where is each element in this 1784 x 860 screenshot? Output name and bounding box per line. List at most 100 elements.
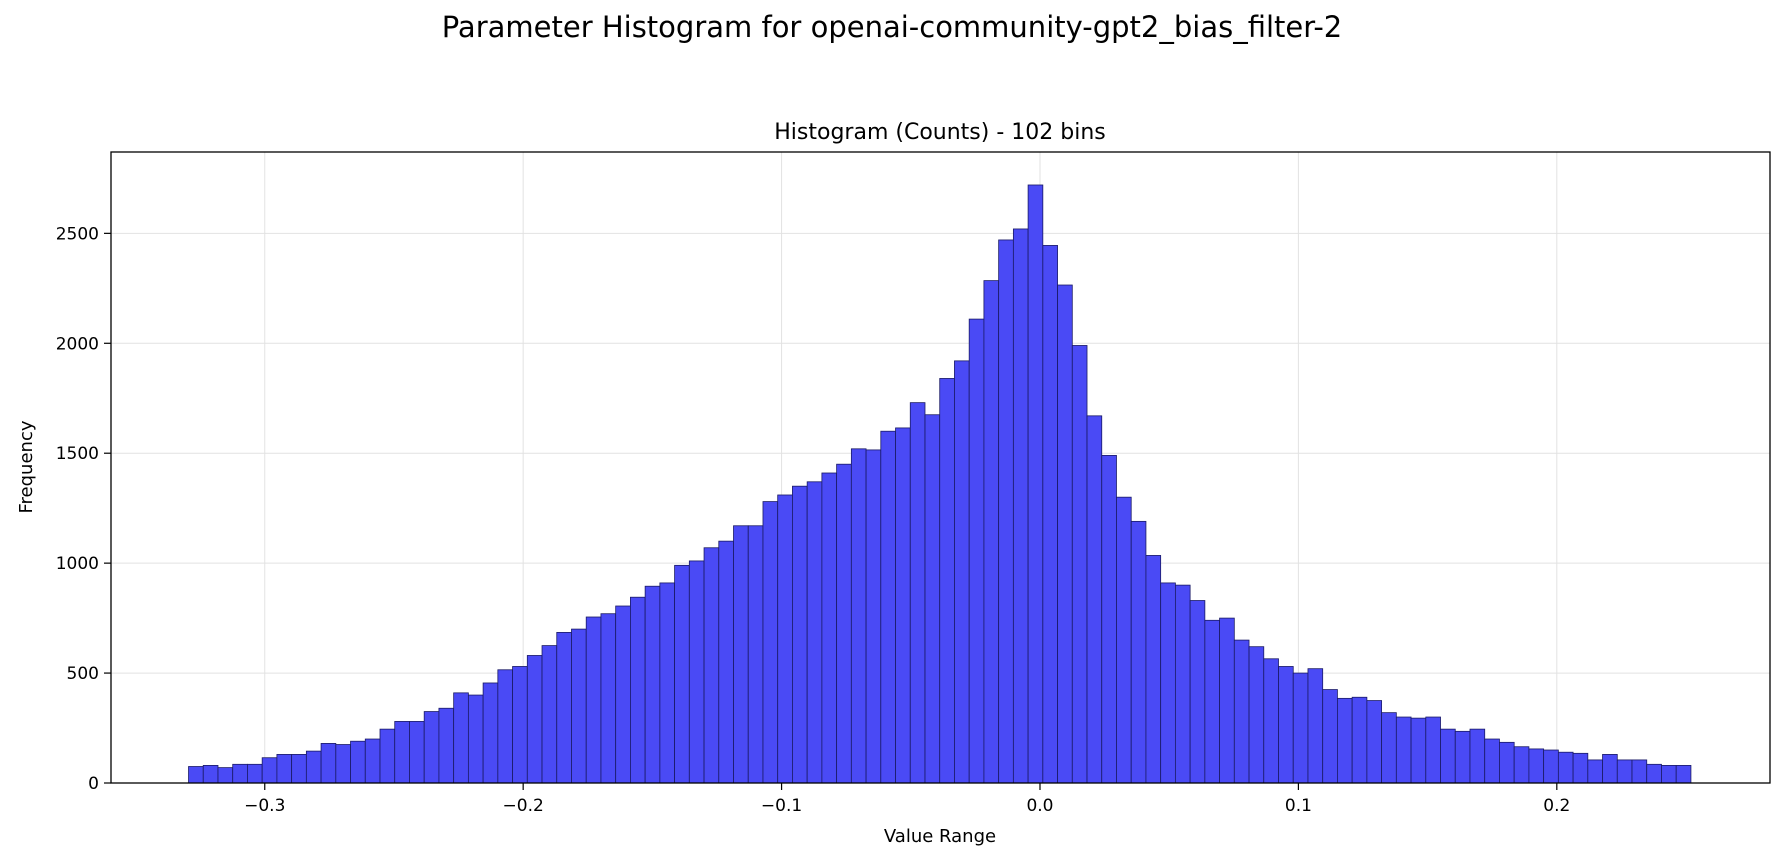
histogram-bar — [1189, 600, 1206, 784]
histogram-bar — [423, 711, 440, 784]
histogram-bar — [467, 694, 484, 784]
histogram-bar — [541, 645, 558, 784]
histogram-bar — [1292, 672, 1309, 784]
histogram-bar — [1130, 520, 1147, 784]
histogram-bar — [1484, 738, 1500, 784]
y-axis-label: Frequency — [16, 420, 37, 513]
histogram-bar — [1616, 759, 1633, 784]
histogram-bar — [438, 707, 455, 784]
histogram-bar — [762, 501, 779, 784]
histogram-bar — [1263, 658, 1279, 784]
histogram-bar — [202, 765, 219, 784]
y-tick-label: 1500 — [56, 444, 99, 464]
histogram-bar — [821, 472, 838, 784]
x-tick-label: 0.2 — [1543, 796, 1570, 816]
histogram-bar — [1057, 284, 1073, 784]
histogram-bar — [1012, 228, 1029, 784]
histogram-bar — [482, 682, 499, 784]
ticks-layer: −0.3 −0.2 −0.1 0.0 0.1 0.2 0 500 1000 1500 2000 250… — [56, 224, 1571, 816]
histogram-bar — [350, 740, 366, 784]
histogram-bar — [1572, 752, 1589, 784]
histogram-bar — [777, 494, 793, 784]
x-tick-label: 0.0 — [1026, 796, 1053, 816]
histogram-bar — [1454, 730, 1471, 784]
histogram-bar — [1557, 751, 1574, 784]
histogram-bar — [674, 564, 690, 784]
histogram-bar — [1042, 245, 1058, 784]
histogram-bar — [659, 582, 675, 784]
histogram-bar — [497, 669, 513, 784]
histogram-bar — [615, 605, 631, 784]
histogram-bar — [1528, 748, 1545, 784]
histogram-bar — [276, 754, 293, 784]
y-tick-label: 1000 — [56, 554, 99, 574]
histogram-bar — [1071, 345, 1088, 784]
histogram-bar — [1440, 728, 1456, 784]
histogram-bar — [850, 448, 867, 784]
histogram-bar — [924, 414, 941, 784]
histogram-bar — [217, 767, 234, 784]
histogram-bar — [1307, 668, 1324, 784]
histogram-bar — [1145, 555, 1162, 784]
histogram-bar — [1646, 763, 1662, 784]
histogram-bar — [556, 631, 572, 784]
histogram-bar — [1499, 741, 1515, 784]
histogram-bar — [526, 655, 543, 784]
histogram-bar — [630, 596, 646, 784]
x-tick-label: −0.2 — [503, 796, 544, 816]
histogram-bar — [1469, 728, 1486, 784]
histogram-bar — [880, 430, 896, 784]
histogram-bar — [512, 666, 528, 784]
histogram-bar — [291, 754, 307, 784]
histogram-bar — [806, 481, 823, 784]
chart-title: Histogram (Counts) - 102 bins — [774, 120, 1105, 145]
histogram-bar — [364, 738, 381, 784]
histogram-bar — [998, 239, 1014, 784]
histogram-bar — [718, 540, 734, 784]
histogram-bar — [1248, 646, 1265, 784]
histogram-bar — [1587, 759, 1603, 784]
histogram-bar — [1101, 455, 1117, 784]
histogram-bar — [968, 318, 985, 784]
histogram-bar — [1219, 617, 1235, 784]
histogram-bar — [188, 766, 204, 784]
figure-title: Parameter Histogram for openai-community… — [441, 10, 1343, 44]
bars-layer — [188, 184, 1692, 784]
histogram-bar — [453, 692, 469, 784]
plot-frame — [110, 151, 1771, 784]
histogram-bar — [747, 525, 764, 784]
histogram-bar — [1322, 689, 1338, 784]
histogram-bar — [1513, 746, 1530, 784]
histogram-bar — [836, 463, 852, 784]
histogram-bar — [733, 525, 749, 784]
histogram-bar — [983, 280, 1000, 784]
histogram-bar — [1204, 619, 1220, 784]
histogram-bar — [1602, 754, 1618, 784]
histogram-bar — [895, 427, 911, 784]
histogram-bar — [688, 560, 705, 784]
histogram-bar — [1086, 415, 1103, 784]
histogram-bar — [305, 750, 322, 784]
histogram-bar — [1278, 666, 1294, 784]
histogram-bar — [1174, 584, 1191, 784]
histogram-bar — [394, 721, 410, 784]
histogram-bar — [409, 721, 425, 784]
histogram-bar — [792, 485, 808, 784]
x-tick-label: 0.1 — [1285, 796, 1312, 816]
y-tick-label: 0 — [88, 774, 99, 794]
histogram-bar — [939, 378, 955, 784]
histogram-bar — [1410, 717, 1427, 784]
y-tick-label: 2500 — [56, 224, 99, 244]
histogram-bar — [1233, 639, 1250, 784]
histogram-bar — [1351, 696, 1368, 784]
histogram-bar — [1675, 765, 1692, 784]
histogram-bar — [644, 585, 661, 784]
histogram-bar — [320, 743, 337, 784]
histogram-bar — [865, 449, 882, 784]
x-tick-label: −0.3 — [244, 796, 285, 816]
histogram-bar — [571, 628, 587, 784]
histogram-bar — [1337, 697, 1353, 784]
x-tick-label: −0.1 — [761, 796, 802, 816]
histogram-bar — [1661, 765, 1677, 784]
